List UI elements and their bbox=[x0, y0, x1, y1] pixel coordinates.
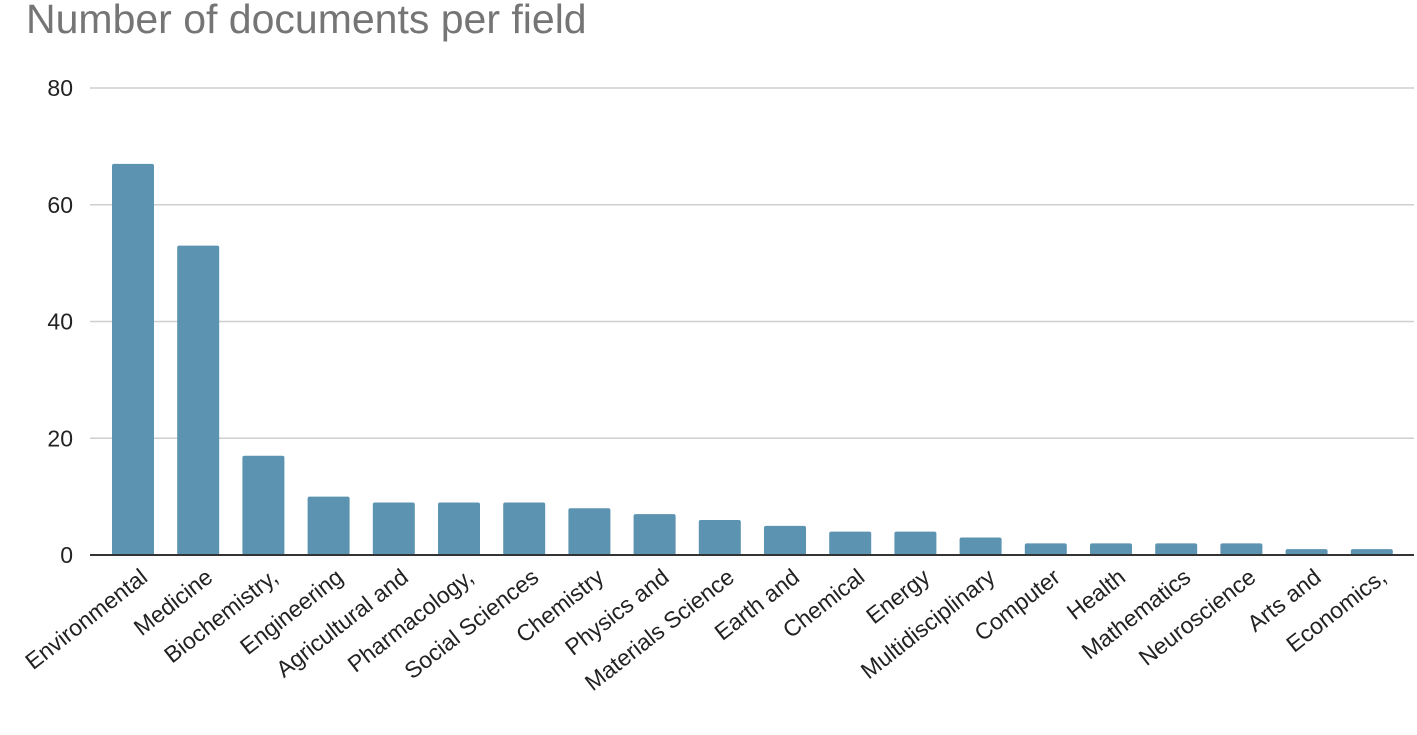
chart-title: Number of documents per field bbox=[26, 0, 587, 42]
y-tick-label: 60 bbox=[47, 192, 73, 218]
bar bbox=[438, 502, 480, 555]
y-tick-label: 80 bbox=[47, 75, 73, 101]
bar bbox=[764, 525, 806, 555]
bar bbox=[307, 496, 350, 555]
bar bbox=[1350, 549, 1393, 555]
bar bbox=[1090, 543, 1132, 555]
y-axis-tick-labels: 0 20 40 60 80 bbox=[47, 75, 73, 568]
y-tick-label: 20 bbox=[47, 425, 73, 451]
bar bbox=[112, 163, 154, 555]
y-tick-label: 40 bbox=[47, 309, 73, 335]
bar bbox=[698, 519, 741, 555]
gridlines bbox=[90, 87, 1414, 440]
bar bbox=[1155, 543, 1198, 555]
bar bbox=[1220, 543, 1263, 555]
bars bbox=[112, 163, 1393, 556]
bar bbox=[503, 502, 546, 555]
bar bbox=[1024, 543, 1067, 555]
bar bbox=[894, 531, 937, 555]
bar bbox=[372, 502, 415, 555]
y-tick-label: 0 bbox=[60, 542, 73, 568]
x-axis-category-labels: EnvironmentalMedicineBiochemistry,Engine… bbox=[20, 563, 1391, 696]
bar bbox=[242, 455, 285, 555]
bar bbox=[959, 537, 1002, 555]
bar bbox=[829, 531, 872, 555]
bar bbox=[633, 514, 676, 555]
bar bbox=[1285, 549, 1328, 555]
bar bbox=[177, 245, 220, 556]
bar bbox=[568, 508, 611, 555]
